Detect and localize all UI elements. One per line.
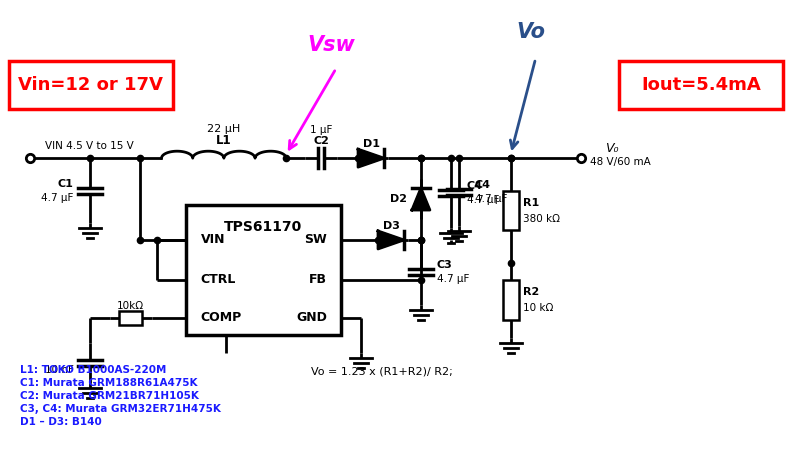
Polygon shape [358, 149, 384, 167]
Text: Vo: Vo [516, 22, 545, 42]
Polygon shape [378, 231, 404, 249]
Text: Iout=5.4mA: Iout=5.4mA [642, 76, 761, 94]
Text: L1: TOKO B1000AS-220M: L1: TOKO B1000AS-220M [20, 364, 166, 374]
Text: C2: Murata GRM21BR71H105K: C2: Murata GRM21BR71H105K [20, 390, 198, 400]
Text: TPS61170: TPS61170 [224, 220, 303, 234]
Text: VIN: VIN [200, 233, 225, 247]
Text: R2: R2 [522, 288, 539, 298]
Text: R1: R1 [522, 197, 539, 207]
Text: FB: FB [309, 273, 327, 286]
Text: VIN 4.5 V to 15 V: VIN 4.5 V to 15 V [44, 141, 133, 151]
FancyBboxPatch shape [619, 61, 783, 109]
Text: SW: SW [304, 233, 327, 247]
Text: D3: D3 [383, 221, 399, 231]
Text: D1: D1 [363, 139, 380, 149]
Text: Vsw: Vsw [307, 35, 355, 56]
Text: 1 μF: 1 μF [310, 125, 333, 135]
Text: 4.7 μF: 4.7 μF [41, 192, 74, 202]
Text: C4: C4 [467, 181, 483, 191]
Text: 22 μH: 22 μH [206, 124, 240, 134]
Text: 380 kΩ: 380 kΩ [522, 213, 560, 223]
Text: 10 nF: 10 nF [45, 364, 74, 374]
Bar [119, 311, 142, 325]
Text: 10 kΩ: 10 kΩ [522, 303, 553, 313]
FancyBboxPatch shape [9, 61, 172, 109]
Text: C2: C2 [313, 136, 329, 146]
Text: 10kΩ: 10kΩ [117, 301, 145, 311]
Text: L1: L1 [216, 134, 231, 147]
Text: C3: C3 [437, 260, 453, 270]
Text: C4: C4 [475, 180, 491, 190]
Text: Vin=12 or 17V: Vin=12 or 17V [18, 76, 163, 94]
Text: 4.7 μF: 4.7 μF [467, 195, 499, 205]
Text: 4.7 μF: 4.7 μF [475, 194, 507, 204]
Text: C1: C1 [58, 179, 74, 189]
Text: C1: Murata GRM188R61A475K: C1: Murata GRM188R61A475K [20, 378, 198, 388]
Bar [187, 205, 341, 335]
Polygon shape [412, 188, 430, 210]
Text: CTRL: CTRL [200, 273, 236, 286]
Text: 4.7 μF: 4.7 μF [437, 274, 469, 284]
Text: GND: GND [296, 311, 327, 324]
Text: D2: D2 [390, 194, 407, 204]
Bar [503, 191, 518, 231]
Text: V₀: V₀ [606, 142, 619, 155]
Text: COMP: COMP [200, 311, 241, 324]
Text: D1 – D3: B140: D1 – D3: B140 [20, 416, 102, 426]
Bar [503, 280, 518, 320]
Text: C3, C4: Murata GRM32ER71H475K: C3, C4: Murata GRM32ER71H475K [20, 404, 221, 414]
Text: 48 V/60 mA: 48 V/60 mA [591, 157, 651, 167]
Text: Vo = 1.23 x (R1+R2)/ R2;: Vo = 1.23 x (R1+R2)/ R2; [311, 367, 453, 377]
